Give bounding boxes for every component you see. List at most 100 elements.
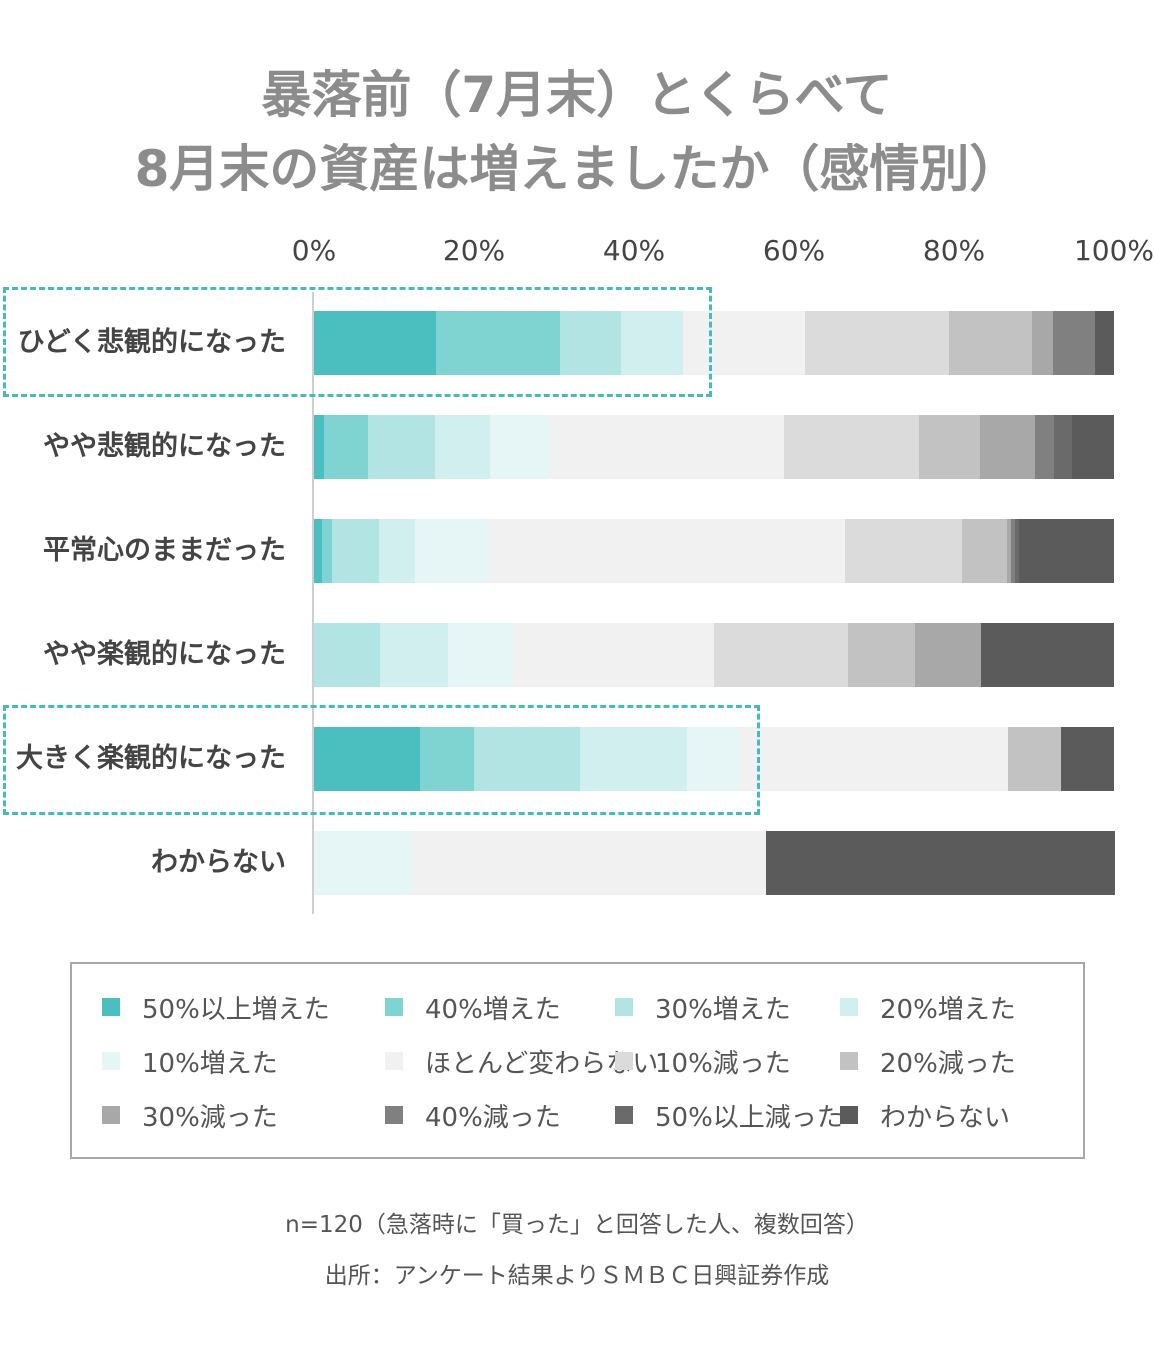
bar-segment: [489, 519, 846, 583]
chart-title-line-1: 暴落前（7月末）とくらべて: [261, 66, 893, 124]
legend-label: 50%以上減った: [655, 1102, 843, 1133]
bar-segment: [413, 831, 767, 895]
bar-segment: [324, 415, 369, 479]
bar-segment: [847, 623, 916, 687]
legend-swatch: [102, 1052, 120, 1070]
bar-segment: [918, 415, 981, 479]
legend-item: 20%増えた: [840, 990, 1016, 1025]
stacked-bar: [314, 623, 1115, 687]
bar-segment: [1061, 727, 1115, 791]
x-tick-label: 100%: [1073, 234, 1154, 267]
row-label: 平常心のままだった: [43, 535, 286, 566]
bar-segment: [1010, 519, 1016, 583]
highlight-box-optimistic: [3, 705, 760, 815]
legend-swatch: [615, 1106, 633, 1124]
bar-segment: [314, 415, 325, 479]
legend-item: 40%増えた: [385, 990, 561, 1025]
bar-segment: [550, 415, 785, 479]
bar-segment: [1094, 311, 1115, 375]
bar-segment: [740, 727, 1009, 791]
legend-swatch: [385, 1106, 403, 1124]
bar-segment: [331, 519, 380, 583]
legend-swatch: [615, 1052, 633, 1070]
highlight-box-pessimistic: [3, 287, 712, 397]
legend: 50%以上増えた 40%増えた 30%増えた 20%増えた 10%増えた ほとんど変わらな…: [70, 962, 1085, 1159]
legend-swatch: [840, 998, 858, 1016]
legend-swatch: [385, 998, 403, 1016]
bar-segment: [580, 727, 688, 791]
bar-segment: [783, 415, 920, 479]
legend-item: 50%以上増えた: [102, 990, 330, 1025]
legend-label: 30%増えた: [655, 994, 791, 1025]
bar-segment: [559, 311, 622, 375]
footnote: n=120（急落時に「買った」と回答した人、複数回答）: [285, 1212, 869, 1238]
legend-item: 20%減った: [840, 1044, 1016, 1079]
bar-segment: [1054, 415, 1073, 479]
bar-segment: [979, 415, 1036, 479]
stacked-bar: [314, 727, 1115, 791]
bar-segment: [714, 623, 849, 687]
legend-item: 10%減った: [615, 1044, 791, 1079]
legend-label: 20%減った: [880, 1048, 1016, 1079]
bar-segment: [380, 623, 449, 687]
bar-segment: [314, 727, 421, 791]
row-label: やや楽観的になった: [43, 639, 286, 670]
legend-swatch: [102, 1106, 120, 1124]
bar-segment: [1034, 415, 1055, 479]
bar-segment: [1072, 415, 1115, 479]
bar-segment: [1031, 311, 1054, 375]
bar-segment: [367, 415, 436, 479]
bar-segment: [314, 311, 437, 375]
bar-segment: [914, 623, 982, 687]
bar-segment: [436, 311, 561, 375]
bar-segment: [434, 415, 491, 479]
bar-segment: [314, 519, 323, 583]
legend-item: 10%増えた: [102, 1044, 278, 1079]
bar-segment: [314, 831, 414, 895]
stacked-bar: [314, 519, 1115, 583]
legend-item: わからない: [840, 1098, 1011, 1133]
row-label: やや悲観的になった: [43, 431, 286, 462]
chart-title-line-2: 8月末の資産は増えましたか（感情別）: [134, 140, 1020, 198]
x-tick-label: 20%: [442, 234, 506, 267]
bar-segment: [322, 519, 333, 583]
bar-segment: [686, 727, 741, 791]
row-label: わからない: [151, 847, 286, 878]
legend-swatch: [102, 998, 120, 1016]
bar-segment: [1007, 727, 1062, 791]
legend-item: 30%減った: [102, 1098, 278, 1133]
x-tick-label: 80%: [922, 234, 986, 267]
bar-segment: [414, 519, 490, 583]
bar-segment: [474, 727, 581, 791]
bar-segment: [490, 415, 551, 479]
bar-segment: [514, 623, 715, 687]
legend-label: 10%増えた: [142, 1048, 278, 1079]
y-axis-line: [312, 292, 314, 914]
x-tick-label: 60%: [762, 234, 826, 267]
source-note: 出所：アンケート結果よりＳＭＢＣ日興証券作成: [324, 1263, 830, 1289]
legend-item: 40%減った: [385, 1098, 561, 1133]
bar-segment: [1006, 519, 1012, 583]
legend-label: わからない: [880, 1102, 1011, 1133]
bar-segment: [1053, 311, 1096, 375]
bar-segment: [949, 311, 1033, 375]
bar-segment: [447, 623, 515, 687]
legend-item: 30%増えた: [615, 990, 791, 1025]
x-tick-label: 0%: [291, 234, 337, 267]
legend-item: 50%以上減った: [615, 1098, 843, 1133]
bar-segment: [981, 623, 1115, 687]
legend-label: 10%減った: [655, 1048, 791, 1079]
stacked-bar: [314, 415, 1115, 479]
legend-label: 40%減った: [425, 1102, 561, 1133]
bar-segment: [845, 519, 963, 583]
bar-segment: [962, 519, 1008, 583]
bar-segment: [621, 311, 684, 375]
bar-segment: [766, 831, 1115, 895]
legend-swatch: [840, 1106, 858, 1124]
bar-segment: [1014, 519, 1020, 583]
bar-segment: [420, 727, 475, 791]
bar-segment: [805, 311, 950, 375]
legend-swatch: [615, 998, 633, 1016]
legend-label: 40%増えた: [425, 994, 561, 1025]
bar-segment: [314, 623, 381, 687]
